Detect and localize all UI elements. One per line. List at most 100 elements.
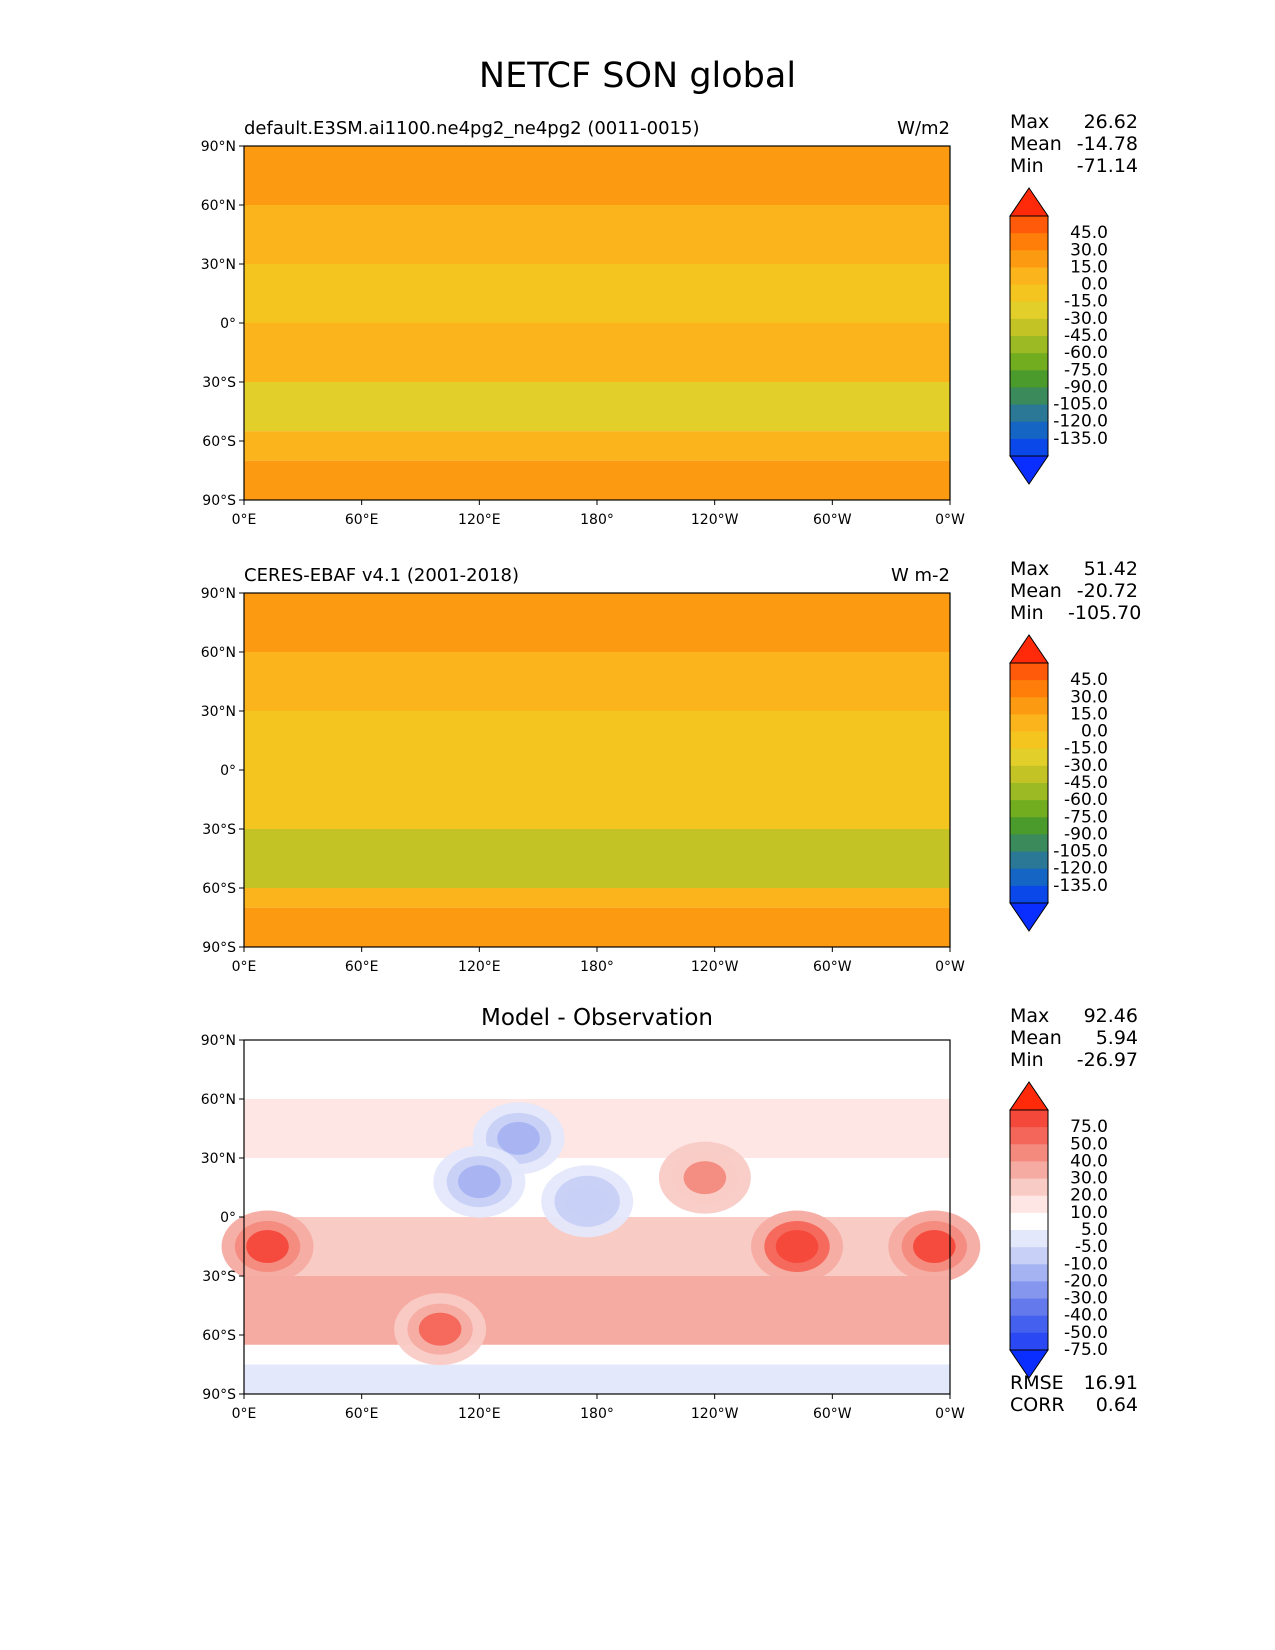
colorbar-segment bbox=[1010, 851, 1048, 870]
x-tick-label: 0°E bbox=[232, 959, 257, 975]
colorbar-segment bbox=[1010, 336, 1048, 354]
colorbar-segment bbox=[1010, 404, 1048, 423]
panel-3-stats: Max 92.46 Mean 5.94 Min -26.97 bbox=[1010, 1005, 1138, 1071]
colorbar-label: -50.0 bbox=[1064, 1323, 1108, 1343]
colorbar-extend-min bbox=[1009, 902, 1049, 932]
map-anomaly bbox=[672, 1152, 738, 1204]
map-anomaly bbox=[246, 1230, 289, 1263]
colorbar-label: 45.0 bbox=[1070, 670, 1108, 690]
map-zone bbox=[244, 1217, 950, 1276]
panel-3-extra-stats: RMSE 16.91 CORR 0.64 bbox=[1010, 1372, 1138, 1416]
map-anomaly bbox=[497, 1121, 540, 1155]
panel-2-stat-mean: Mean -20.72 bbox=[1010, 580, 1138, 602]
colorbar-frame bbox=[1009, 215, 1049, 457]
colorbar-label: -20.0 bbox=[1064, 1271, 1108, 1291]
panel-1-stat-mean: Mean -14.78 bbox=[1010, 133, 1138, 155]
colorbar-label: 75.0 bbox=[1070, 1117, 1108, 1137]
x-tick-label: 0°E bbox=[232, 1406, 257, 1422]
panel-3-stat-min: Min -26.97 bbox=[1010, 1049, 1138, 1071]
colorbar-segment bbox=[1010, 1315, 1048, 1334]
colorbar-label: -10.0 bbox=[1064, 1254, 1108, 1274]
map-panel-2: 0°E 60°E 120°E 180° 120°W 60°W 0°W 90°N 60°N 30°N… bbox=[201, 586, 965, 975]
colorbar-segment bbox=[1010, 800, 1048, 818]
y-tick-label: 30°N bbox=[201, 1151, 236, 1167]
map-zone bbox=[244, 1364, 950, 1394]
x-tick-label: 120°W bbox=[691, 512, 739, 528]
panel-3-title: Model - Observation bbox=[480, 1005, 714, 1031]
colorbar-label: -30.0 bbox=[1064, 1289, 1108, 1309]
y-tick-label: 60°N bbox=[201, 198, 236, 214]
colorbar-label: -30.0 bbox=[1064, 756, 1108, 776]
map-anomaly bbox=[565, 1184, 609, 1218]
x-tick-label: 60°E bbox=[345, 959, 379, 975]
map-zone bbox=[244, 888, 950, 908]
y-tick-label: 30°N bbox=[201, 257, 236, 273]
colorbar-segment bbox=[1010, 1230, 1048, 1248]
panel-2-units: W m-2 bbox=[890, 565, 950, 586]
y-tick-label: 30°S bbox=[202, 822, 236, 838]
colorbar-2: 45.030.015.00.0-15.0-30.0-45.0-60.0-75.0… bbox=[1009, 634, 1108, 932]
colorbar-extend-max bbox=[1009, 1081, 1049, 1111]
map-panel-1: 0°E 60°E 120°E 180° 120°W 60°W 0°W 90°N 60°N 30°N… bbox=[201, 139, 965, 528]
colorbar-segment bbox=[1010, 284, 1048, 303]
map-zone bbox=[244, 264, 950, 323]
map-anomaly bbox=[485, 1112, 552, 1164]
map-zone bbox=[244, 205, 950, 264]
y-tick-label: 60°N bbox=[201, 645, 236, 661]
map-zone bbox=[244, 1344, 950, 1365]
colorbar-label: -15.0 bbox=[1064, 292, 1108, 312]
y-tick-label: 0° bbox=[220, 316, 236, 332]
x-tick-label: 120°E bbox=[458, 1406, 501, 1422]
colorbar-label: 15.0 bbox=[1070, 257, 1108, 277]
colorbar-label: -45.0 bbox=[1064, 773, 1108, 793]
colorbar-label: -60.0 bbox=[1064, 790, 1108, 810]
x-tick-label: 0°W bbox=[935, 959, 965, 975]
map-zone bbox=[244, 829, 950, 888]
colorbar-label: 5.0 bbox=[1081, 1220, 1108, 1240]
colorbar-label: -90.0 bbox=[1064, 377, 1108, 397]
colorbar-label: 30.0 bbox=[1070, 1169, 1108, 1189]
map-zone bbox=[244, 323, 950, 382]
colorbar-segment bbox=[1010, 353, 1048, 371]
colorbar-label: 50.0 bbox=[1070, 1134, 1108, 1154]
x-tick-label: 0°W bbox=[935, 512, 965, 528]
colorbar-label: -40.0 bbox=[1064, 1306, 1108, 1326]
colorbar-segment bbox=[1010, 1178, 1048, 1197]
x-tick-label: 120°W bbox=[691, 959, 739, 975]
colorbar-1: 45.030.015.00.0-15.0-30.0-45.0-60.0-75.0… bbox=[1009, 187, 1108, 485]
x-tick-label: 180° bbox=[580, 1406, 614, 1422]
colorbar-segment bbox=[1010, 1332, 1048, 1351]
colorbar-label: 30.0 bbox=[1070, 687, 1108, 707]
map-zone bbox=[244, 431, 950, 461]
x-tick-label: 0°E bbox=[232, 512, 257, 528]
panel-2-stat-min: Min -105.70 bbox=[1010, 602, 1142, 624]
map-zone bbox=[244, 652, 950, 711]
map-anomaly bbox=[751, 1210, 844, 1283]
colorbar-segment bbox=[1010, 387, 1048, 406]
colorbar-label: -135.0 bbox=[1053, 429, 1108, 449]
panel-2-stats: Max 51.42 Mean -20.72 Min -105.70 bbox=[1010, 558, 1142, 624]
x-tick-label: 120°E bbox=[458, 512, 501, 528]
colorbar-extend-max bbox=[1009, 187, 1049, 217]
y-tick-label: 90°N bbox=[201, 1033, 236, 1049]
y-tick-label: 30°S bbox=[202, 1269, 236, 1285]
panel-1-stats: Max 26.62 Mean -14.78 Min -71.14 bbox=[1010, 111, 1138, 177]
panel-2-left-title: CERES-EBAF v4.1 (2001-2018) bbox=[244, 565, 520, 586]
map-panel-3: 0°E 60°E 120°E 180° 120°W 60°W 0°W 90°N 60°N 30°N… bbox=[201, 1033, 981, 1422]
colorbar-segment bbox=[1010, 1127, 1048, 1145]
x-tick-label: 180° bbox=[580, 512, 614, 528]
colorbar-segment bbox=[1010, 1195, 1048, 1214]
map-anomaly bbox=[658, 1141, 751, 1214]
colorbar-label: -75.0 bbox=[1064, 807, 1108, 827]
y-tick-label: 90°S bbox=[202, 1387, 236, 1403]
panel-1-stat-max: Max 26.62 bbox=[1010, 111, 1138, 133]
y-tick-label: 60°S bbox=[202, 434, 236, 450]
colorbar-segment bbox=[1010, 748, 1048, 767]
colorbar-label: -105.0 bbox=[1053, 395, 1108, 415]
y-tick-label: 0° bbox=[220, 1210, 236, 1226]
colorbar-label: 45.0 bbox=[1070, 223, 1108, 243]
map-anomaly bbox=[775, 1230, 819, 1263]
colorbar-label: -75.0 bbox=[1064, 1340, 1108, 1360]
x-tick-label: 60°W bbox=[813, 1406, 852, 1422]
colorbar-segment bbox=[1010, 1298, 1048, 1317]
